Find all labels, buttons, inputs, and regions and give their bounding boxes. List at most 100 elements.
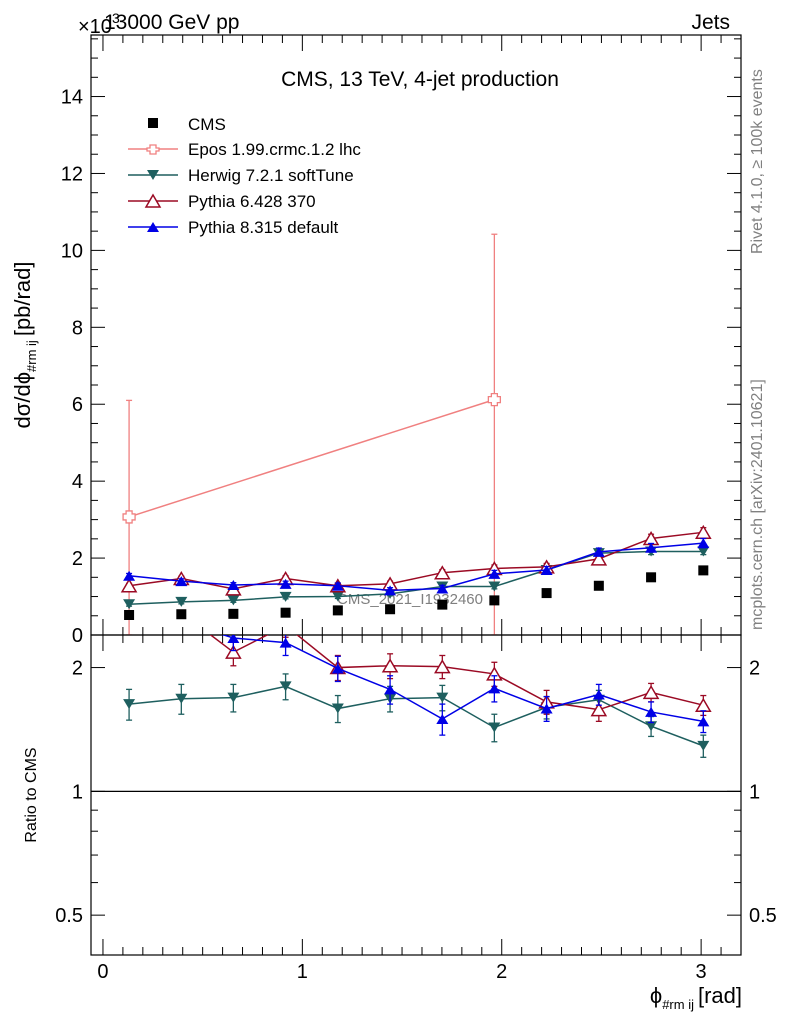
main-point-herwig [227, 595, 240, 606]
main-y-tick-label: 14 [61, 87, 83, 109]
ratio-point-pythia6 [434, 659, 451, 674]
main-point-pythia8 [384, 585, 397, 596]
main-y-tick-label: 8 [72, 317, 83, 339]
ratio-point-pythia8 [697, 716, 710, 727]
main-point-herwig [331, 591, 344, 602]
legend-entry-epos: Epos 1.99.crmc.1.2 lhc [128, 140, 361, 159]
legend-entry-pythia6: Pythia 6.428 370 [128, 192, 316, 211]
ratio-point-herwig [123, 699, 136, 710]
ratio-point-pythia8 [488, 683, 501, 694]
main-point-herwig [488, 581, 501, 592]
main-y-tick-label: 4 [72, 471, 83, 493]
main-point-pythia8 [227, 580, 240, 590]
main-point-pythia8 [123, 570, 136, 581]
main-point-pythia8 [175, 576, 188, 587]
main-point-pythia8 [488, 568, 501, 579]
main-y-tick-label: 10 [61, 240, 83, 262]
ratio-point-pythia8 [279, 637, 292, 648]
main-panel: 0 2 4 6 8 10 12 14 [61, 34, 742, 647]
ratio-y-tick-label-right: 1 [749, 781, 760, 803]
main-point-pythia8 [645, 542, 658, 553]
ratio-point-pythia8 [540, 703, 553, 714]
legend-marker-cms [148, 118, 158, 128]
main-point-cms [593, 580, 604, 591]
x-tick-label: 2 [496, 961, 507, 983]
main-point-pythia8 [279, 578, 292, 589]
main-y-axis-label: dσ/dϕ#rm ij[pb/rad] [10, 262, 39, 429]
mcplots-side-label: mcplots.cern.ch [arXiv:2401.10621] [749, 379, 766, 630]
legend-marker-pythia8 [147, 222, 159, 232]
main-y-tick-label: 6 [72, 394, 83, 416]
main-point-cms [280, 607, 291, 618]
legend-marker-herwig [147, 170, 159, 180]
ratio-point-pythia6 [225, 644, 242, 659]
ratio-line-pythia8 [221, 635, 704, 723]
legend-marker-epos [146, 144, 160, 155]
ratio-point-pythia6 [695, 697, 712, 712]
main-point-herwig [175, 596, 188, 607]
plot-title: CMS, 13 TeV, 4-jet production [281, 68, 559, 91]
ratio-y-tick-label-right: 0.5 [749, 905, 777, 927]
main-y-tick-label: 12 [61, 163, 83, 185]
ratio-point-pythia8 [384, 684, 397, 695]
main-point-cms [124, 610, 135, 620]
main-point-cms [646, 572, 657, 583]
main-point-pythia6 [434, 565, 451, 580]
main-point-herwig [697, 546, 710, 557]
ratio-point-herwig [488, 722, 501, 733]
ratio-point-herwig [436, 692, 449, 703]
main-point-herwig [123, 599, 136, 610]
ratio-y-tick-label-right: 2 [749, 658, 760, 680]
main-series-pythia6 [120, 524, 712, 596]
main-point-pythia6 [590, 551, 608, 566]
legend-label-epos: Epos 1.99.crmc.1.2 lhc [188, 140, 361, 159]
ratio-y-tick-label: 0.5 [55, 905, 83, 927]
legend: CMS Epos 1.99.crmc.1.2 lhc Herwig 7.2.1 … [128, 115, 361, 237]
x-axis-label: ϕ#rm ij [rad] [650, 983, 742, 1012]
ratio-point-pythia8 [331, 663, 344, 674]
main-point-cms [385, 604, 396, 615]
main-point-pythia8 [331, 580, 344, 591]
ratio-point-herwig [331, 703, 344, 714]
main-point-cms [698, 565, 709, 576]
x-tick-label: 0 [97, 961, 108, 983]
main-line-pythia6 [128, 531, 704, 590]
main-point-epos [122, 510, 136, 524]
legend-marker-pythia6 [144, 193, 162, 208]
process-label: 13000 GeV pp [104, 11, 239, 34]
main-point-pythia8 [697, 538, 710, 549]
main-point-herwig [279, 591, 292, 602]
main-point-pythia8 [436, 583, 449, 594]
main-line-pythia8 [129, 542, 704, 592]
svg-text:dσ/dϕ#rm ij[pb/rad]: dσ/dϕ#rm ij[pb/rad] [10, 262, 39, 429]
main-point-cms [176, 609, 187, 620]
main-point-cms [332, 605, 343, 616]
ratio-point-pythia6 [590, 702, 608, 717]
legend-label-cms: CMS [188, 115, 226, 134]
ratio-point-herwig [227, 692, 240, 703]
legend-entry-pythia8: Pythia 8.315 default [128, 218, 339, 237]
main-point-cms [489, 595, 500, 606]
ratio-line-herwig [129, 685, 704, 747]
ratio-y-tick-label: 2 [72, 658, 83, 680]
main-y-tick-label: 0 [72, 625, 83, 647]
ratio-series-pythia6 [209, 620, 712, 722]
ratio-point-pythia8 [436, 713, 449, 724]
main-point-epos [487, 392, 502, 407]
ratio-series-pythia8 [221, 635, 710, 736]
ratio-line-pythia6 [209, 635, 704, 711]
main-point-pythia8 [540, 565, 553, 575]
main-point-cms [541, 588, 552, 599]
ratio-y-tick-label: 1 [72, 781, 83, 803]
main-point-pythia8 [592, 546, 605, 557]
main-y-tick-label: 2 [72, 548, 83, 570]
ratio-point-pythia6 [381, 658, 399, 673]
main-line-epos [128, 398, 495, 518]
category-label: Jets [691, 11, 730, 34]
exponent-label: ×103 [78, 10, 120, 38]
analysis-watermark: CMS_2021_I1932460 [337, 591, 483, 608]
ratio-point-pythia6 [279, 620, 293, 632]
legend-entry-herwig: Herwig 7.2.1 softTune [128, 166, 354, 185]
legend-label-pythia6: Pythia 6.428 370 [188, 192, 316, 211]
